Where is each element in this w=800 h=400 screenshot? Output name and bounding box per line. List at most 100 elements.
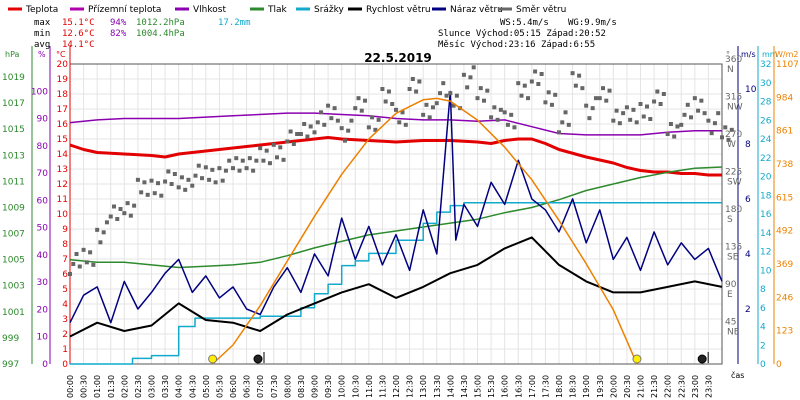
wind-direction-point: [363, 98, 368, 103]
tick-mm: 30: [760, 79, 772, 89]
wind-direction-point: [485, 88, 490, 93]
wind-direction-point: [634, 120, 639, 125]
tick-mm: 16: [760, 210, 772, 220]
tick-time: 03:00: [148, 375, 157, 398]
chart-date: 22.5.2019: [364, 51, 432, 65]
tick-wm2: 1107: [776, 60, 799, 70]
series-line-3: [70, 202, 722, 365]
wind-direction-point: [668, 122, 673, 126]
wind-direction-point: [489, 115, 494, 120]
tick-time: 11:00: [365, 375, 374, 398]
wind-direction-point: [163, 179, 168, 184]
wind-direction-point: [672, 134, 677, 139]
wind-direction-point: [312, 130, 317, 135]
wind-direction-point: [417, 79, 422, 84]
series-line-7: [212, 97, 638, 365]
tick-hpa: 1015: [2, 125, 25, 135]
tick-hpa: 1001: [2, 308, 25, 318]
wind-direction-point: [71, 262, 76, 266]
wind-direction-point: [471, 65, 476, 70]
tick-temp: 16: [57, 120, 69, 130]
stats-min-temp: 12.6°C: [62, 29, 95, 39]
sunset-marker: [632, 354, 642, 364]
wind-direction-point: [617, 121, 622, 126]
tick-temp: 1: [62, 345, 68, 355]
wind-direction-point: [430, 105, 435, 110]
unit-pct: %: [38, 50, 46, 59]
stats-max-temp: 15.1°C: [62, 18, 95, 28]
legend-label: Vlhkost: [193, 5, 226, 15]
tick-time: 17:30: [541, 375, 550, 398]
wind-direction-point: [624, 105, 629, 110]
series-layer: [68, 65, 734, 365]
legend-label: Srážky: [314, 5, 345, 15]
tick-pct: 80: [37, 142, 49, 152]
tick-temp: 13: [57, 165, 68, 175]
tick-temp: 6: [62, 270, 68, 280]
tick-time: 02:30: [134, 375, 143, 398]
tick-time: 15:00: [474, 375, 483, 398]
tick-mm: 2: [760, 341, 766, 351]
wind-direction-point: [696, 108, 701, 113]
tick-temp: 2: [62, 330, 68, 340]
wind-direction-point: [125, 201, 130, 206]
tick-time: 06:00: [229, 375, 238, 398]
wind-direction-point: [278, 145, 283, 150]
tick-temp: 4: [62, 300, 68, 310]
wind-direction-point: [234, 156, 239, 161]
tick-hpa: 1011: [2, 177, 25, 187]
wind-direction-point: [240, 158, 245, 163]
legend-label: Teplota: [25, 5, 58, 15]
tick-wm2: 369: [776, 260, 793, 270]
wind-direction-point: [210, 167, 215, 172]
tick-pct: 50: [37, 224, 49, 234]
wind-direction-point: [339, 126, 344, 131]
tick-dir-letter: NW: [727, 103, 743, 113]
wind-direction-point: [91, 262, 96, 267]
wind-direction-point: [414, 89, 419, 94]
wind-direction-point: [135, 177, 140, 182]
wind-direction-point: [258, 146, 263, 151]
wind-direction-point: [281, 157, 286, 162]
wind-direction-point: [712, 121, 717, 126]
wind-direction-point: [298, 132, 303, 136]
tick-time: 05:00: [202, 375, 211, 398]
wind-direction-point: [641, 114, 646, 119]
wind-direction-point: [247, 156, 252, 161]
wind-direction-point: [546, 90, 551, 95]
stats-max-hum: 94%: [110, 18, 127, 28]
wind-direction-point: [145, 192, 150, 197]
wind-direction-point: [638, 102, 643, 106]
wind-direction-point: [319, 110, 324, 115]
wind-direction-point: [536, 82, 541, 86]
wind-direction-point: [427, 115, 432, 120]
wind-direction-point: [231, 166, 235, 171]
tick-mm: 32: [760, 60, 771, 70]
wind-direction-point: [522, 83, 527, 88]
tick-temp: 5: [62, 285, 68, 295]
wind-direction-point: [645, 104, 650, 109]
wind-direction-point: [495, 117, 500, 122]
tick-temp: 3: [62, 315, 68, 325]
tick-mm: 28: [760, 98, 772, 108]
wind-direction-point: [366, 125, 371, 130]
series-line-2: [69, 166, 723, 269]
wind-direction-point: [251, 168, 256, 173]
wind-direction-point: [682, 112, 687, 117]
wind-direction-point: [580, 86, 585, 91]
tick-time: 01:30: [107, 375, 116, 398]
tick-wm2: 246: [776, 293, 793, 303]
wind-direction-point: [203, 165, 208, 170]
tick-dir-letter: W: [727, 140, 736, 150]
wind-direction-point: [383, 99, 388, 104]
tick-temp: 14: [57, 150, 69, 160]
wind-direction-point: [628, 117, 633, 122]
wind-direction-point: [176, 185, 181, 190]
wind-direction-point: [407, 87, 412, 91]
tick-dir: 360: [725, 55, 742, 65]
wind-direction-point: [720, 135, 724, 140]
wind-direction-point: [308, 124, 313, 129]
wind-direction-point: [584, 103, 589, 108]
tick-time: 21:00: [637, 375, 646, 398]
markers-layer: [208, 352, 709, 364]
